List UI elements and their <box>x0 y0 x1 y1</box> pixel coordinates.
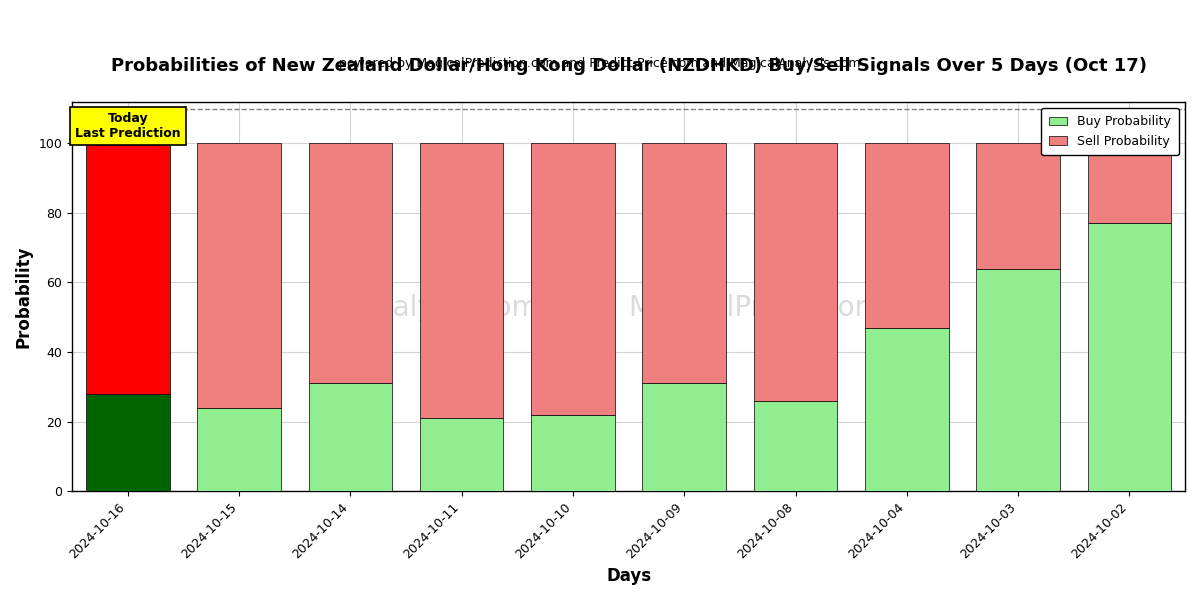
Legend: Buy Probability, Sell Probability: Buy Probability, Sell Probability <box>1042 108 1178 155</box>
Bar <box>86 143 169 394</box>
Text: calAnalysis.com: calAnalysis.com <box>317 294 540 322</box>
Bar <box>420 143 503 418</box>
Bar <box>532 143 614 415</box>
Bar <box>642 143 726 383</box>
Bar <box>308 383 392 491</box>
Bar <box>197 408 281 491</box>
Bar <box>865 328 948 491</box>
Bar <box>642 383 726 491</box>
Bar <box>420 418 503 491</box>
Bar <box>754 401 838 491</box>
Bar <box>1087 143 1171 223</box>
X-axis label: Days: Days <box>606 567 652 585</box>
Title: Probabilities of New Zealand Dollar/Hong Kong Dollar (NZDHKD) Buy/Sell Signals O: Probabilities of New Zealand Dollar/Hong… <box>110 57 1146 75</box>
Bar <box>865 143 948 328</box>
Text: MagicalPrediction.com: MagicalPrediction.com <box>628 294 941 322</box>
Text: powered by MagicalPrediction.com and Predict-Price.com and MagicalAnalysis.com: powered by MagicalPrediction.com and Pre… <box>340 56 860 70</box>
Bar <box>977 143 1060 269</box>
Text: Today
Last Prediction: Today Last Prediction <box>74 112 181 140</box>
Bar <box>308 143 392 383</box>
Bar <box>197 143 281 408</box>
Bar <box>754 143 838 401</box>
Bar <box>532 415 614 491</box>
Y-axis label: Probability: Probability <box>16 245 34 347</box>
Bar <box>977 269 1060 491</box>
Bar <box>86 394 169 491</box>
Bar <box>1087 223 1171 491</box>
